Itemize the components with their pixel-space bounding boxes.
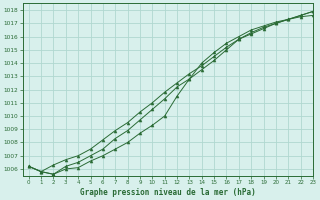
X-axis label: Graphe pression niveau de la mer (hPa): Graphe pression niveau de la mer (hPa) bbox=[80, 188, 256, 197]
